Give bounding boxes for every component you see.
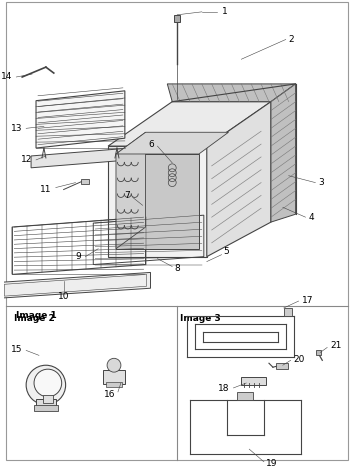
Text: 7: 7 bbox=[124, 191, 130, 200]
Text: 11: 11 bbox=[40, 185, 52, 194]
Text: 15: 15 bbox=[11, 345, 22, 354]
Bar bbox=[237, 392, 253, 400]
Bar bbox=[43, 395, 53, 403]
Text: 21: 21 bbox=[330, 341, 342, 350]
Text: Image 2: Image 2 bbox=[14, 314, 55, 323]
Bar bbox=[82, 179, 89, 183]
Bar bbox=[36, 399, 56, 407]
Polygon shape bbox=[36, 91, 125, 148]
Bar bbox=[174, 15, 180, 22]
Text: Image 3: Image 3 bbox=[180, 314, 221, 323]
Polygon shape bbox=[108, 146, 207, 256]
Text: 14: 14 bbox=[1, 73, 12, 81]
Text: 5: 5 bbox=[224, 247, 229, 256]
Text: 12: 12 bbox=[21, 155, 32, 164]
Polygon shape bbox=[116, 132, 229, 154]
Polygon shape bbox=[116, 132, 146, 249]
Bar bbox=[106, 382, 122, 387]
Text: 2: 2 bbox=[289, 35, 294, 44]
Text: Image 1: Image 1 bbox=[16, 311, 57, 320]
Text: 13: 13 bbox=[11, 124, 22, 133]
Text: 18: 18 bbox=[218, 384, 230, 394]
Bar bbox=[284, 308, 292, 316]
Text: 9: 9 bbox=[76, 252, 82, 261]
Text: 8: 8 bbox=[174, 264, 180, 273]
Text: 3: 3 bbox=[318, 178, 324, 187]
Polygon shape bbox=[207, 102, 271, 256]
Circle shape bbox=[26, 365, 66, 405]
Bar bbox=[34, 405, 58, 410]
Bar bbox=[276, 363, 288, 369]
Circle shape bbox=[107, 358, 121, 372]
Polygon shape bbox=[31, 148, 130, 168]
Text: 20: 20 bbox=[294, 355, 305, 364]
Bar bbox=[316, 351, 321, 355]
Polygon shape bbox=[116, 154, 199, 249]
Polygon shape bbox=[271, 84, 296, 222]
Polygon shape bbox=[0, 272, 150, 298]
Text: 16: 16 bbox=[104, 390, 115, 399]
Polygon shape bbox=[108, 102, 271, 146]
Text: 19: 19 bbox=[266, 460, 278, 468]
Text: 4: 4 bbox=[308, 212, 314, 222]
Text: 6: 6 bbox=[149, 139, 154, 149]
Polygon shape bbox=[167, 84, 296, 102]
Circle shape bbox=[34, 369, 62, 397]
Text: 1: 1 bbox=[222, 7, 228, 16]
Text: 10: 10 bbox=[58, 292, 69, 300]
Text: 17: 17 bbox=[302, 296, 313, 305]
Bar bbox=[103, 370, 125, 384]
Bar bbox=[241, 377, 266, 385]
